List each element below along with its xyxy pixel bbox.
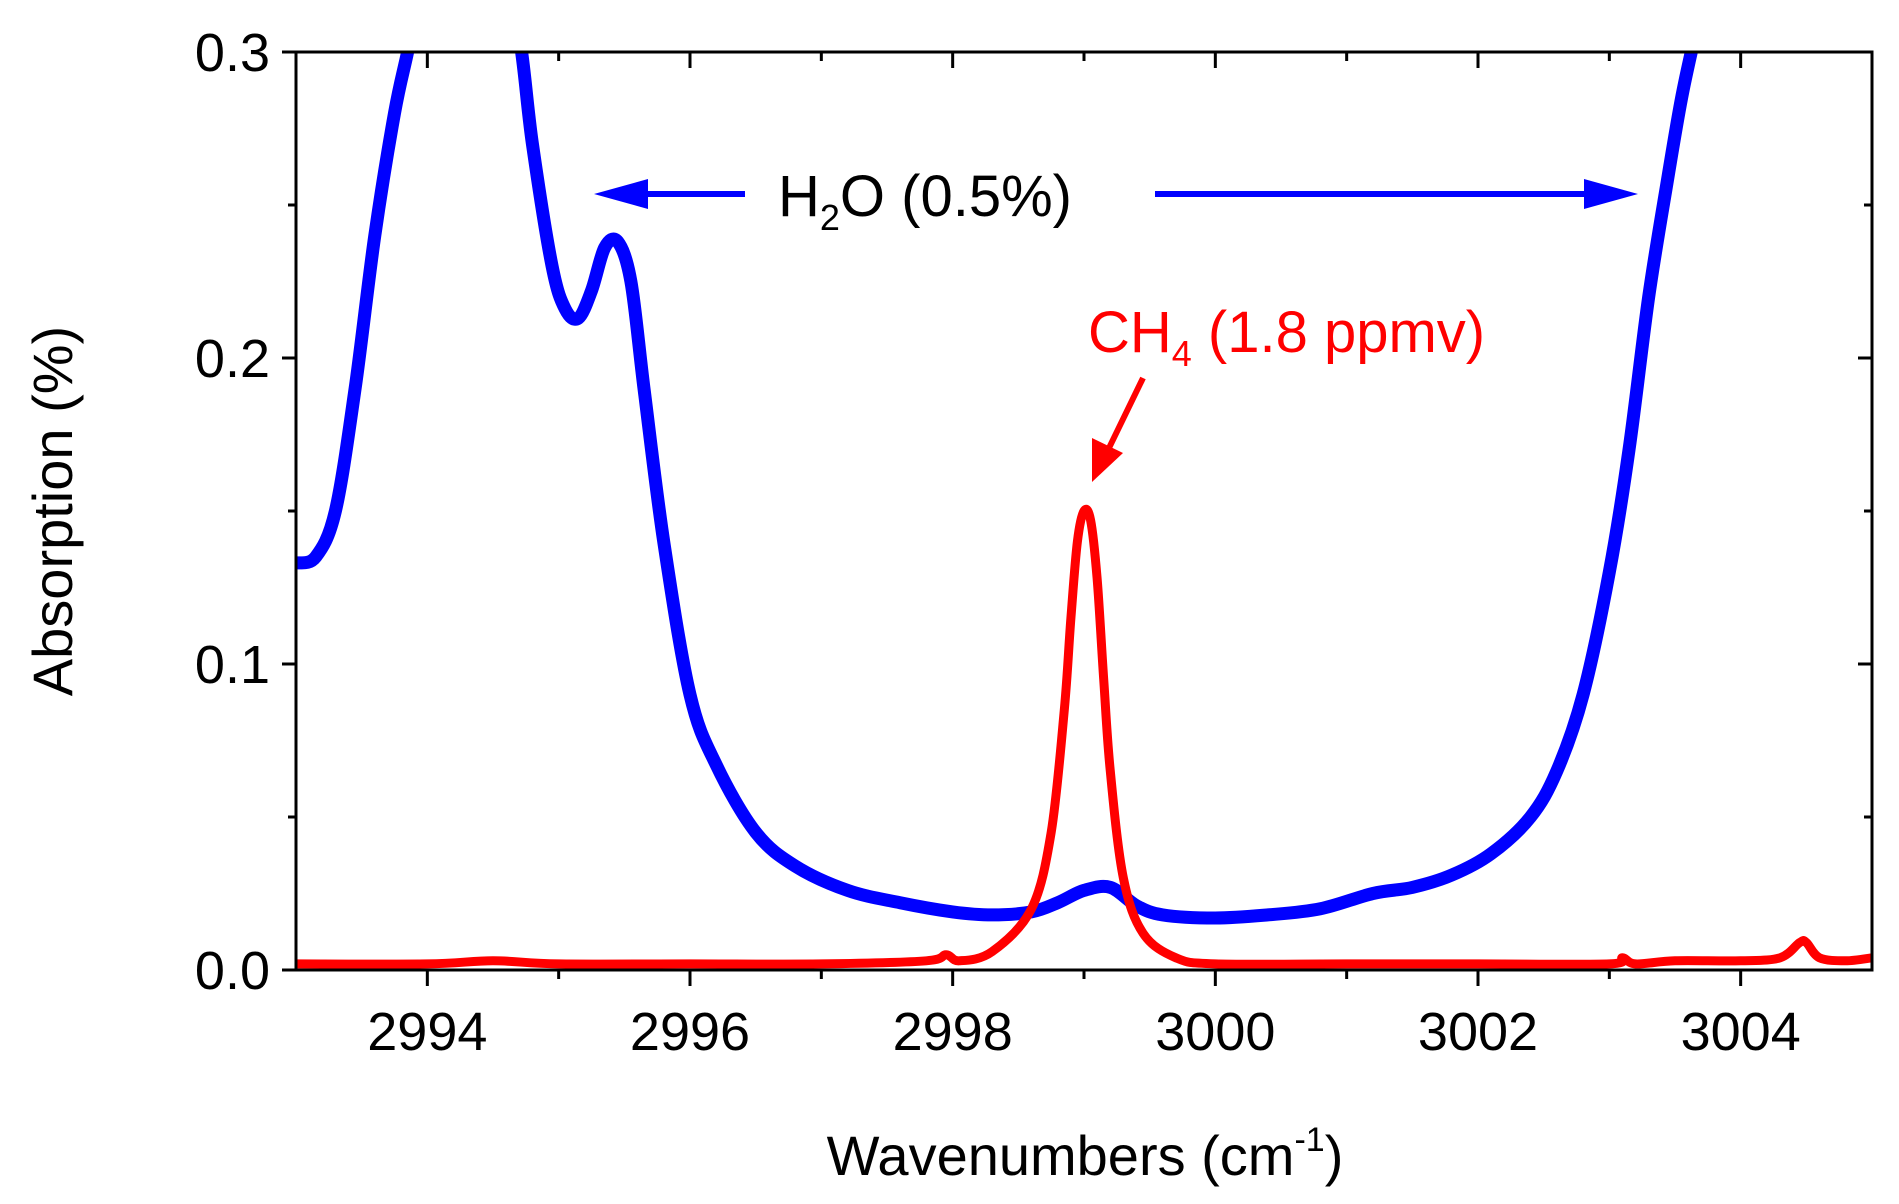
- ch4-annotation: CH4 (1.8 ppmv): [1088, 300, 1485, 482]
- x-tick-label: 3000: [1155, 1002, 1275, 1062]
- x-tick-label: 3002: [1418, 1002, 1538, 1062]
- ch4-label-sub: 4: [1172, 333, 1192, 374]
- h2o-label-sub: 2: [820, 197, 840, 238]
- y-axis-ticks: 0.0 0.1 0.2 0.3: [195, 23, 1872, 1001]
- x-axis-ticks: 2994 2996 2998 3000 3002 3004: [367, 52, 1801, 1062]
- plot-frame: [294, 50, 1874, 972]
- x-tick-label: 2998: [893, 1002, 1013, 1062]
- x-axis-title-main: Wavenumbers (cm: [827, 1124, 1295, 1187]
- ch4-arrow-shaft: [1106, 376, 1146, 450]
- x-tick-label: 2996: [630, 1002, 750, 1062]
- x-axis-title-sup: -1: [1294, 1121, 1324, 1159]
- h2o-label-main: H: [778, 164, 820, 229]
- y-tick-label: 0.2: [195, 329, 270, 389]
- ch4-arrow-head: [1092, 438, 1123, 482]
- y-tick-label: 0.1: [195, 635, 270, 695]
- h2o-series-line: [296, 52, 1698, 925]
- ch4-series-line: [296, 504, 1872, 969]
- ch4-label-main: CH: [1088, 300, 1172, 365]
- h2o-label-rest: O (0.5%): [840, 164, 1072, 229]
- h2o-annotation: H2O (0.5%): [594, 164, 1638, 238]
- h2o-label: H2O (0.5%): [778, 164, 1072, 238]
- x-tick-label: 3004: [1681, 1002, 1801, 1062]
- h2o-arrow-right-head: [1584, 179, 1638, 209]
- ch4-label: CH4 (1.8 ppmv): [1088, 300, 1485, 374]
- y-axis-title: Absorption (%): [21, 326, 84, 696]
- y-tick-label: 0.0: [195, 941, 270, 1001]
- h2o-arrow-left-head: [594, 179, 648, 209]
- x-axis-title-close: ): [1325, 1124, 1344, 1187]
- y-tick-label: 0.3: [195, 23, 270, 83]
- x-axis-title: Wavenumbers (cm-1): [827, 1121, 1344, 1187]
- x-tick-label: 2994: [367, 1002, 487, 1062]
- ch4-label-rest: (1.8 ppmv): [1192, 300, 1485, 365]
